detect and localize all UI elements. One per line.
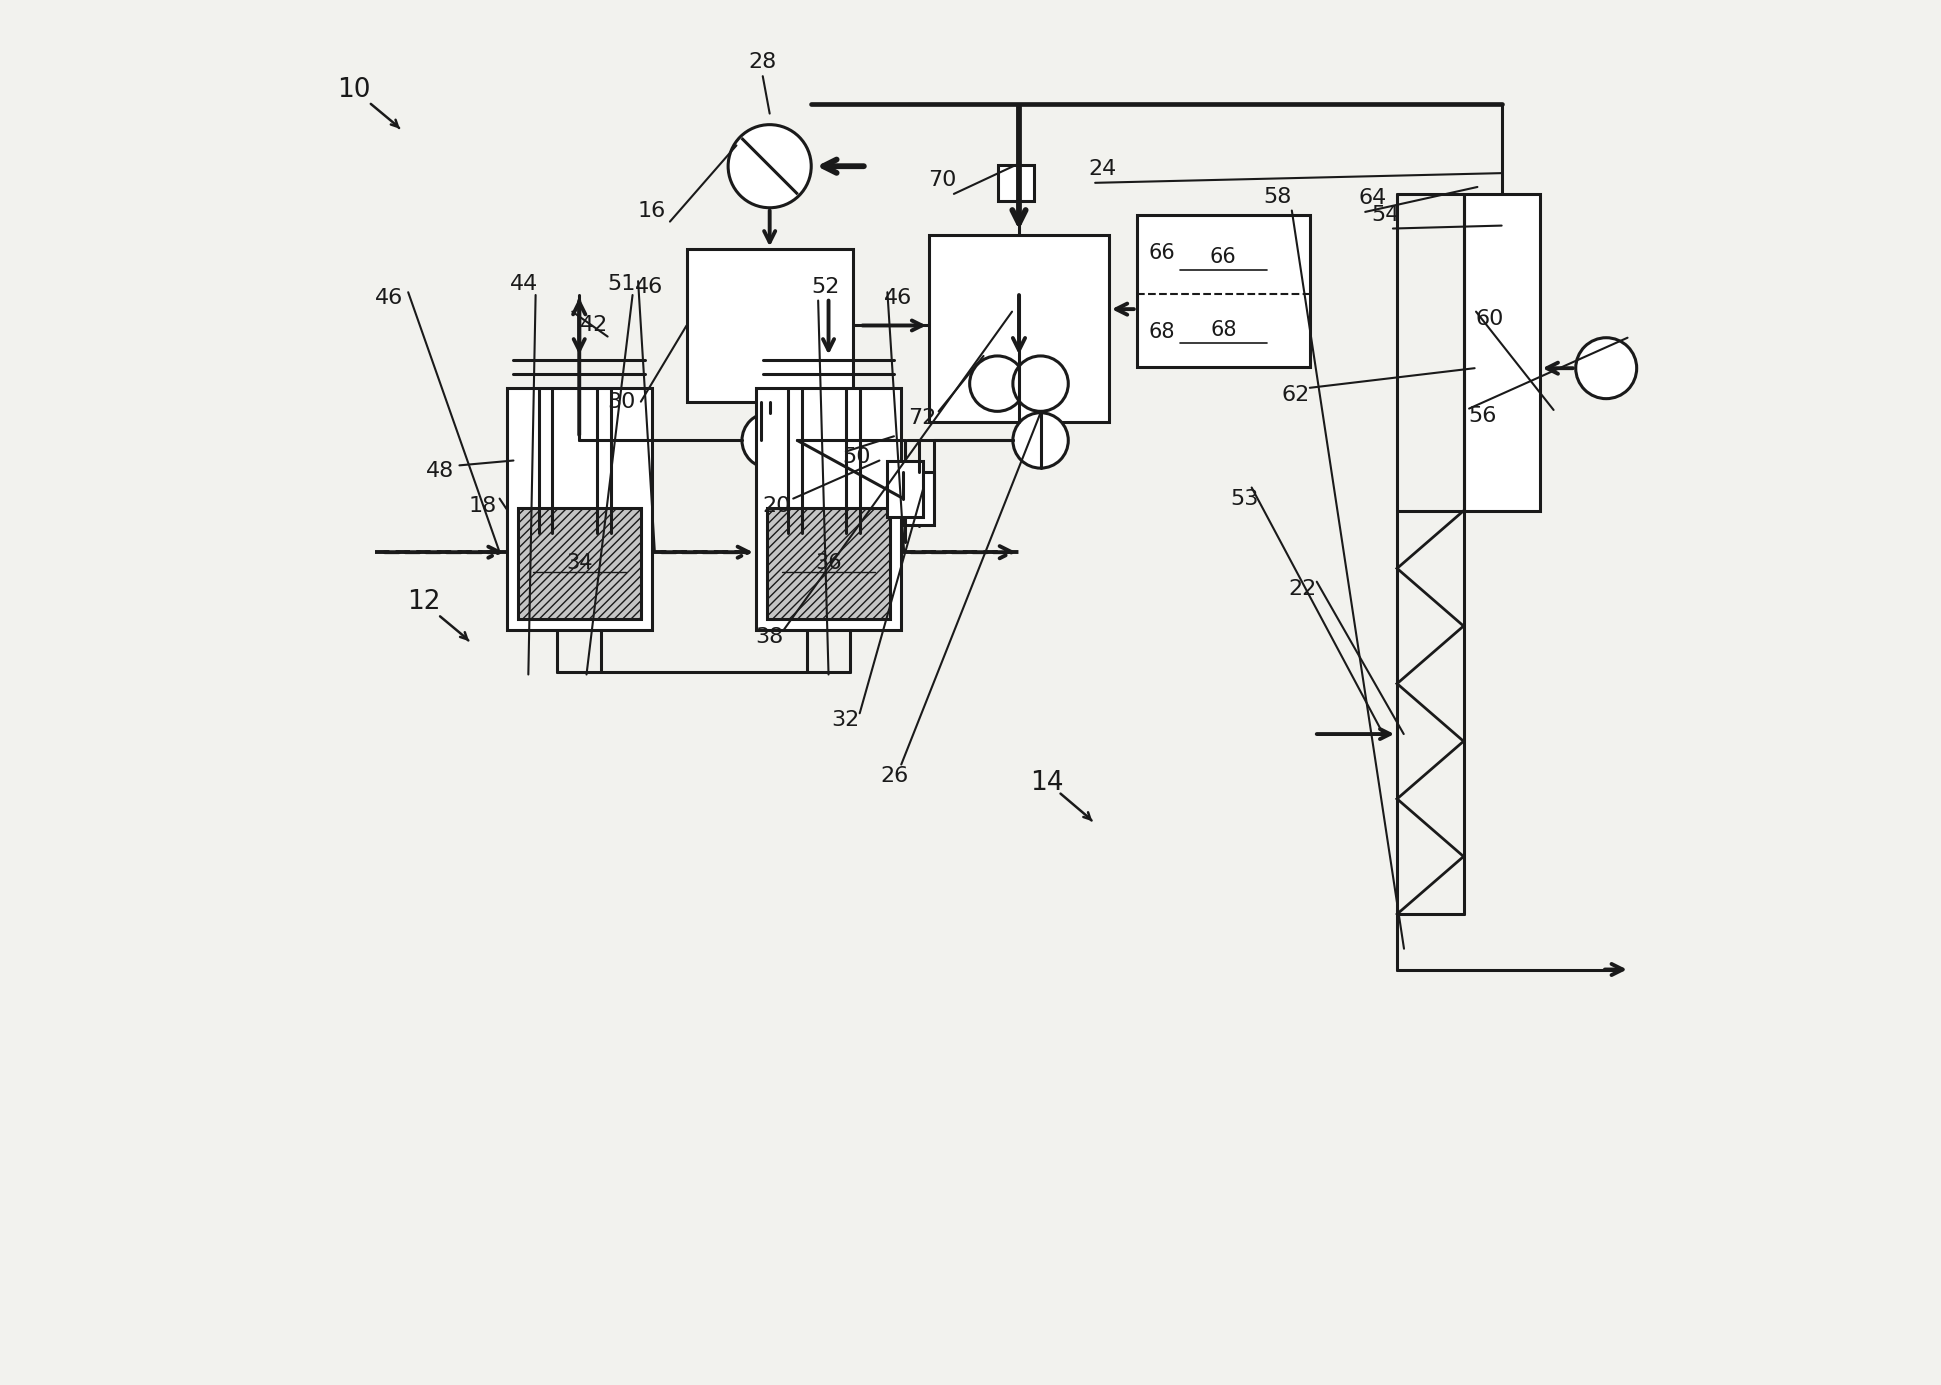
Bar [755, 388, 901, 630]
Text: 70: 70 [928, 170, 957, 190]
Text: 72: 72 [908, 409, 936, 428]
Circle shape [1013, 356, 1068, 411]
Text: 68: 68 [1149, 323, 1174, 342]
Text: 16: 16 [639, 201, 666, 220]
Text: 64: 64 [1359, 188, 1386, 208]
Bar [930, 235, 1108, 422]
Text: 28: 28 [749, 53, 776, 72]
Text: 58: 58 [1264, 187, 1293, 206]
Text: 53: 53 [1231, 489, 1260, 508]
Bar [687, 249, 852, 402]
Circle shape [741, 413, 798, 468]
Text: 32: 32 [833, 711, 860, 730]
Text: 10: 10 [338, 78, 371, 102]
Circle shape [1013, 413, 1068, 468]
Text: 24: 24 [1089, 159, 1116, 179]
Text: 34: 34 [567, 554, 592, 573]
Circle shape [970, 356, 1025, 411]
Text: 38: 38 [755, 627, 784, 647]
Bar [507, 388, 652, 630]
Text: 46: 46 [885, 288, 912, 307]
Text: 14: 14 [1031, 770, 1064, 795]
Text: 46: 46 [635, 277, 664, 296]
Text: 66: 66 [1149, 244, 1174, 263]
Text: 68: 68 [1209, 320, 1236, 341]
Text: 22: 22 [1289, 579, 1318, 598]
Circle shape [728, 125, 811, 208]
Text: 60: 60 [1475, 309, 1504, 328]
Text: 56: 56 [1469, 406, 1497, 425]
Bar [903, 472, 934, 525]
Text: 66: 66 [1209, 248, 1236, 267]
Bar [518, 507, 641, 619]
Text: 48: 48 [425, 461, 454, 481]
Text: 44: 44 [510, 274, 540, 294]
Bar [767, 507, 891, 619]
Bar [887, 461, 924, 517]
Text: 54: 54 [1372, 205, 1399, 224]
Text: 46: 46 [375, 288, 404, 307]
Bar [1137, 215, 1310, 367]
Text: 52: 52 [811, 277, 839, 296]
Text: 51: 51 [608, 274, 635, 294]
Bar [998, 165, 1035, 201]
Text: 12: 12 [408, 590, 441, 615]
Text: 36: 36 [815, 554, 842, 573]
Text: 18: 18 [470, 496, 497, 515]
Text: 62: 62 [1281, 385, 1310, 404]
Bar [1464, 194, 1539, 511]
Text: 30: 30 [608, 392, 635, 411]
Text: 50: 50 [842, 447, 872, 467]
Text: 20: 20 [763, 496, 790, 515]
Circle shape [1576, 338, 1636, 399]
Text: 26: 26 [879, 766, 908, 785]
Text: 42: 42 [580, 316, 608, 335]
